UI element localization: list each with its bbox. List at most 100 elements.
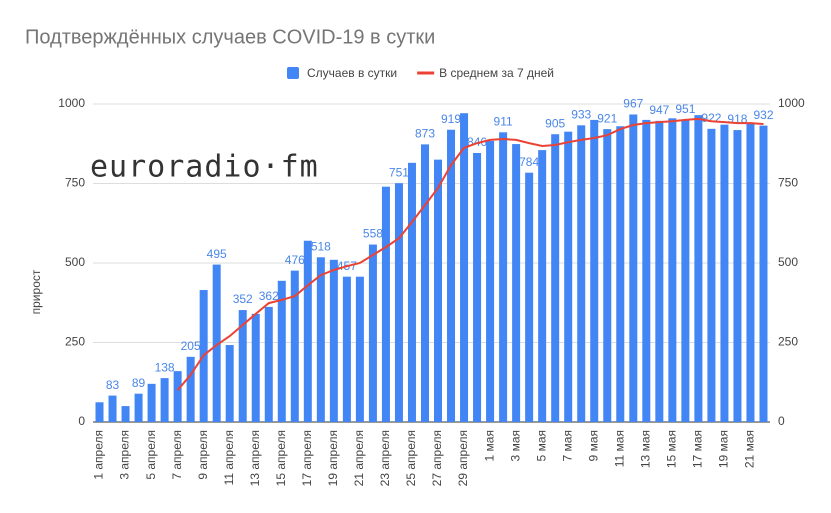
x-tick-label: 3 апреля [118, 430, 132, 480]
data-label: 921 [597, 111, 617, 125]
data-label: 918 [727, 112, 747, 126]
y-axis-label: прирост [29, 269, 43, 314]
bar [290, 270, 299, 422]
bar [733, 130, 742, 423]
data-label: 922 [701, 111, 721, 125]
watermark: euroradio·fm [90, 150, 319, 185]
data-label: 911 [494, 114, 513, 128]
data-label: 518 [311, 239, 331, 253]
bar [264, 306, 273, 422]
bar [212, 264, 221, 422]
bar [394, 183, 403, 422]
bar [329, 259, 338, 422]
bar [238, 310, 247, 422]
x-tick-label: 19 апреля [326, 430, 340, 486]
bar [447, 129, 456, 422]
bar [486, 140, 495, 422]
data-label: 947 [649, 103, 669, 117]
x-tick-label: 1 мая [482, 430, 496, 461]
bar [759, 125, 768, 423]
bar [251, 313, 260, 422]
data-label: 83 [106, 378, 120, 392]
data-label: 352 [233, 292, 253, 306]
bar [642, 119, 651, 423]
y2-tick-label: 750 [778, 176, 798, 190]
bar [746, 122, 755, 422]
bar [694, 115, 703, 422]
x-tick-label: 21 апреля [352, 430, 366, 486]
bar [525, 172, 534, 422]
bar [355, 276, 364, 422]
legend-label: Случаев в сутки [307, 66, 397, 80]
bar [655, 120, 664, 422]
y2-tick-label: 250 [778, 335, 798, 349]
data-label: 138 [155, 360, 175, 374]
bar [603, 129, 612, 422]
bar [134, 393, 143, 422]
data-label: 873 [415, 127, 435, 141]
y2-tick-label: 1000 [778, 96, 805, 110]
data-label: 89 [132, 376, 146, 390]
x-tick-label: 27 апреля [430, 430, 444, 486]
y2-tick-label: 0 [778, 414, 785, 428]
bar [368, 244, 377, 422]
bar [303, 240, 312, 422]
x-tick-label: 19 мая [717, 430, 731, 468]
x-tick-label: 5 мая [534, 430, 548, 461]
bar [381, 186, 390, 422]
x-tick-label: 3 мая [508, 430, 522, 461]
bar [316, 257, 325, 422]
legend-swatch [287, 67, 299, 79]
data-label: 751 [389, 165, 409, 179]
data-label: 951 [675, 102, 695, 116]
bar [407, 162, 416, 422]
bar [720, 124, 729, 423]
data-label: 495 [207, 247, 227, 261]
data-label: 919 [441, 112, 461, 126]
x-tick-label: 9 апреля [196, 430, 210, 480]
x-tick-label: 13 апреля [248, 430, 262, 486]
y-tick-label: 500 [65, 255, 85, 269]
bar [577, 125, 586, 422]
bar [225, 345, 234, 422]
bar [147, 383, 156, 422]
bar [707, 128, 716, 422]
x-tick-label: 13 мая [638, 430, 652, 468]
x-tick-label: 15 апреля [274, 430, 288, 486]
data-label: 362 [259, 289, 279, 303]
bar [512, 144, 521, 422]
bar [473, 152, 482, 423]
data-label: 205 [181, 339, 201, 353]
x-tick-label: 11 мая [612, 430, 626, 467]
x-tick-label: 5 апреля [144, 430, 158, 480]
x-tick-label: 29 апреля [456, 430, 470, 486]
bar [342, 276, 351, 422]
data-label: 784 [519, 155, 539, 169]
y-tick-label: 1000 [58, 96, 85, 110]
y-tick-label: 0 [78, 414, 85, 428]
bar [420, 144, 429, 423]
data-label: 967 [623, 97, 643, 111]
bar [95, 402, 104, 422]
x-tick-label: 17 мая [691, 430, 705, 468]
bar [668, 118, 677, 422]
bar [538, 150, 547, 423]
data-label: 932 [753, 108, 773, 122]
data-label: 558 [363, 227, 383, 241]
bar [186, 356, 195, 422]
x-tick-label: 17 апреля [300, 430, 314, 486]
y-tick-label: 250 [65, 335, 85, 349]
x-tick-label: 21 мая [743, 430, 757, 468]
x-tick-label: 7 мая [560, 430, 574, 461]
data-label: 933 [571, 107, 591, 121]
x-tick-label: 25 апреля [404, 430, 418, 486]
bar [499, 132, 508, 422]
chart-title: Подтверждённых случаев COVID-19 в сутки [25, 26, 435, 48]
bar [277, 280, 286, 422]
bar [551, 134, 560, 422]
bar [681, 119, 690, 422]
bar [173, 371, 182, 422]
data-label: 476 [285, 253, 305, 267]
bar [160, 378, 169, 422]
